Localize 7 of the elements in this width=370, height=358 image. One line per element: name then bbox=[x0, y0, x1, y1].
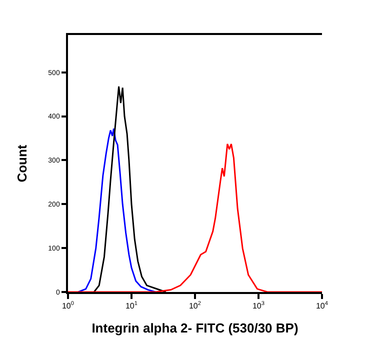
x-tick-label: 10$^{0}$ bbox=[62, 300, 74, 310]
x-axis-title: Integrin alpha 2- FITC (530/30 BP) bbox=[92, 320, 298, 336]
y-axis-title: Count bbox=[14, 144, 30, 182]
x-tick-label: 10$^{1}$ bbox=[125, 300, 138, 310]
x-tick-label: 10$^{2}$ bbox=[188, 300, 202, 310]
x-tick-label: 10$^{4}$ bbox=[316, 300, 328, 310]
x-tick-label: 10$^{3}$ bbox=[252, 300, 265, 310]
